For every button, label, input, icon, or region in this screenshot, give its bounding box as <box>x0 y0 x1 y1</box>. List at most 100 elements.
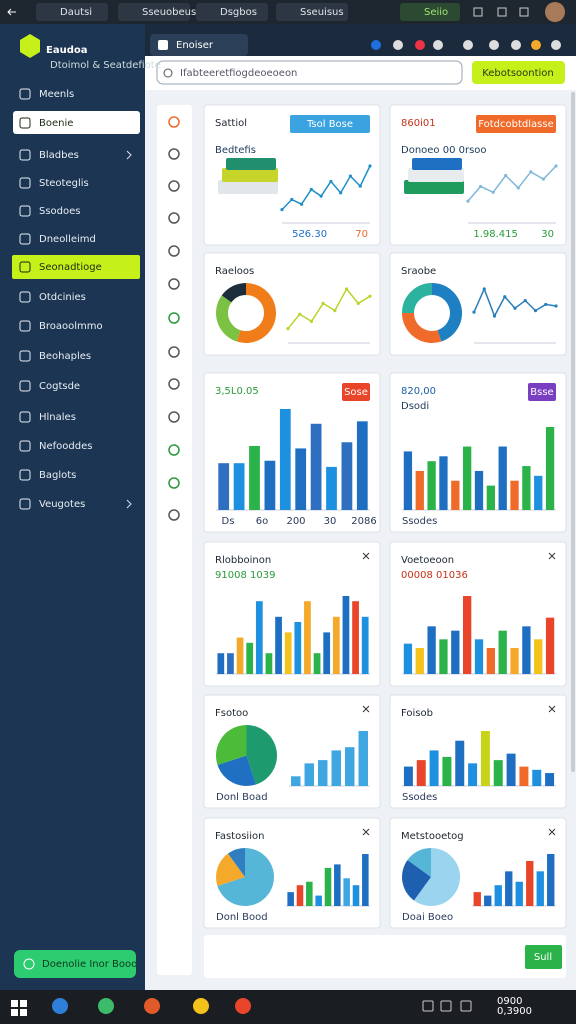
toolbar-icon[interactable] <box>393 40 403 50</box>
donut-segment <box>221 283 247 303</box>
pie-slice <box>217 848 274 906</box>
toolbar-icon[interactable] <box>489 40 499 50</box>
tool-icon[interactable] <box>168 312 180 324</box>
nav-icon[interactable] <box>19 440 31 452</box>
browser-tab[interactable] <box>400 3 460 21</box>
nav-item[interactable]: Ssodoes <box>39 206 81 217</box>
nav-item[interactable]: Veugotes <box>39 499 85 510</box>
scrollbar <box>571 92 575 772</box>
nav-icon[interactable] <box>19 320 31 332</box>
toolbar-icon[interactable] <box>551 40 561 50</box>
browser-tab[interactable] <box>36 3 108 21</box>
nav-icon[interactable] <box>19 233 31 245</box>
card-footer: 70 <box>355 229 368 240</box>
tool-icon[interactable] <box>168 346 180 358</box>
close-icon[interactable] <box>362 828 370 836</box>
nav-item[interactable]: Boenie <box>39 118 73 129</box>
tool-icon[interactable] <box>168 245 180 257</box>
nav-item[interactable]: Broaoolmmo <box>39 321 103 332</box>
card-subtitle: 91008 1039 <box>215 570 275 581</box>
nav-icon[interactable] <box>19 177 31 189</box>
tool-icon[interactable] <box>168 411 180 423</box>
close-icon[interactable] <box>548 828 556 836</box>
card-button[interactable] <box>476 115 556 133</box>
tool-icon[interactable] <box>168 378 180 390</box>
nav-item[interactable]: Hlnales <box>39 412 76 423</box>
card-button-label[interactable]: Bsse <box>530 387 553 398</box>
line-series <box>467 165 557 202</box>
avatar[interactable] <box>545 2 565 22</box>
tool-icon[interactable] <box>168 444 180 456</box>
nav-item[interactable]: Meenls <box>39 89 74 100</box>
card-button-label[interactable]: Sose <box>344 387 368 398</box>
nav-item[interactable]: Cogtsde <box>39 381 80 392</box>
browser-tab[interactable] <box>276 3 348 21</box>
tool-icon[interactable] <box>168 116 180 128</box>
nav-item[interactable]: Baglots <box>39 470 76 481</box>
taskbar-app[interactable] <box>235 998 251 1014</box>
nav-icon[interactable] <box>19 291 31 303</box>
nav-item[interactable]: Steoteglis <box>39 178 89 189</box>
card-button[interactable] <box>342 383 370 401</box>
nav-icon[interactable] <box>19 117 31 129</box>
nav-icon[interactable] <box>19 498 31 510</box>
search-box[interactable] <box>156 60 463 85</box>
nav-icon[interactable] <box>19 350 31 362</box>
close-icon[interactable] <box>362 705 370 713</box>
tool-icon[interactable] <box>168 509 180 521</box>
toolbar-icon[interactable] <box>463 40 473 50</box>
nav-item[interactable]: Bladbes <box>39 150 79 161</box>
tool-icon[interactable] <box>168 180 180 192</box>
tool-icon[interactable] <box>168 477 180 489</box>
card-button[interactable] <box>290 115 370 133</box>
nav-icon[interactable] <box>19 261 31 273</box>
line-point <box>321 301 325 305</box>
nav-icon[interactable] <box>19 469 31 481</box>
bar <box>468 763 478 786</box>
card-button[interactable] <box>528 383 556 401</box>
nav-item[interactable]: Nefooddes <box>39 441 92 452</box>
nav-item[interactable]: Dneolleimd <box>39 234 96 245</box>
nav-icon[interactable] <box>19 205 31 217</box>
tool-icon[interactable] <box>168 212 180 224</box>
close-icon[interactable] <box>548 552 556 560</box>
tool-icon[interactable] <box>168 148 180 160</box>
nav-item[interactable]: Otdcinies <box>39 292 86 303</box>
line-point <box>554 304 558 308</box>
nav-item[interactable]: Beohaples <box>39 351 91 362</box>
active-tab[interactable] <box>150 34 248 56</box>
bar <box>323 632 331 674</box>
toolbar-icon[interactable] <box>531 40 541 50</box>
taskbar-app[interactable] <box>193 998 209 1014</box>
taskbar-app[interactable] <box>52 998 68 1014</box>
toolbar-icon[interactable] <box>371 40 381 50</box>
tab-label: Dsgbos <box>220 7 257 18</box>
card-footer: Ssodes <box>402 792 437 803</box>
close-icon[interactable] <box>548 705 556 713</box>
card-button-label[interactable]: Tsol Bose <box>306 119 353 130</box>
close-icon[interactable] <box>362 552 370 560</box>
card-button-label[interactable]: Fotdcobtdlasse <box>478 119 554 130</box>
nav-icon[interactable] <box>19 380 31 392</box>
tool-icon[interactable] <box>168 278 180 290</box>
toolbar-icon[interactable] <box>511 40 521 50</box>
footer-button[interactable] <box>525 945 562 969</box>
bar <box>429 750 439 786</box>
taskbar-app[interactable] <box>144 998 160 1014</box>
footer-button-label[interactable]: Sull <box>534 952 552 963</box>
nav-item[interactable]: Seonadtioge <box>39 262 102 273</box>
sidebar-button-label[interactable]: Doenolie Inor Booo <box>42 959 137 970</box>
sidebar-button[interactable] <box>14 950 136 978</box>
line-point <box>356 301 360 305</box>
browser-tab[interactable] <box>118 3 190 21</box>
search-button[interactable] <box>472 61 565 84</box>
toolbar-icon[interactable] <box>415 40 425 50</box>
start-button[interactable] <box>11 1000 27 1016</box>
browser-tab[interactable] <box>196 3 268 21</box>
nav-icon[interactable] <box>19 411 31 423</box>
taskbar-app[interactable] <box>98 998 114 1014</box>
toolbar-icon[interactable] <box>433 40 443 50</box>
nav-icon[interactable] <box>19 88 31 100</box>
bar <box>217 653 225 674</box>
nav-icon[interactable] <box>19 149 31 161</box>
